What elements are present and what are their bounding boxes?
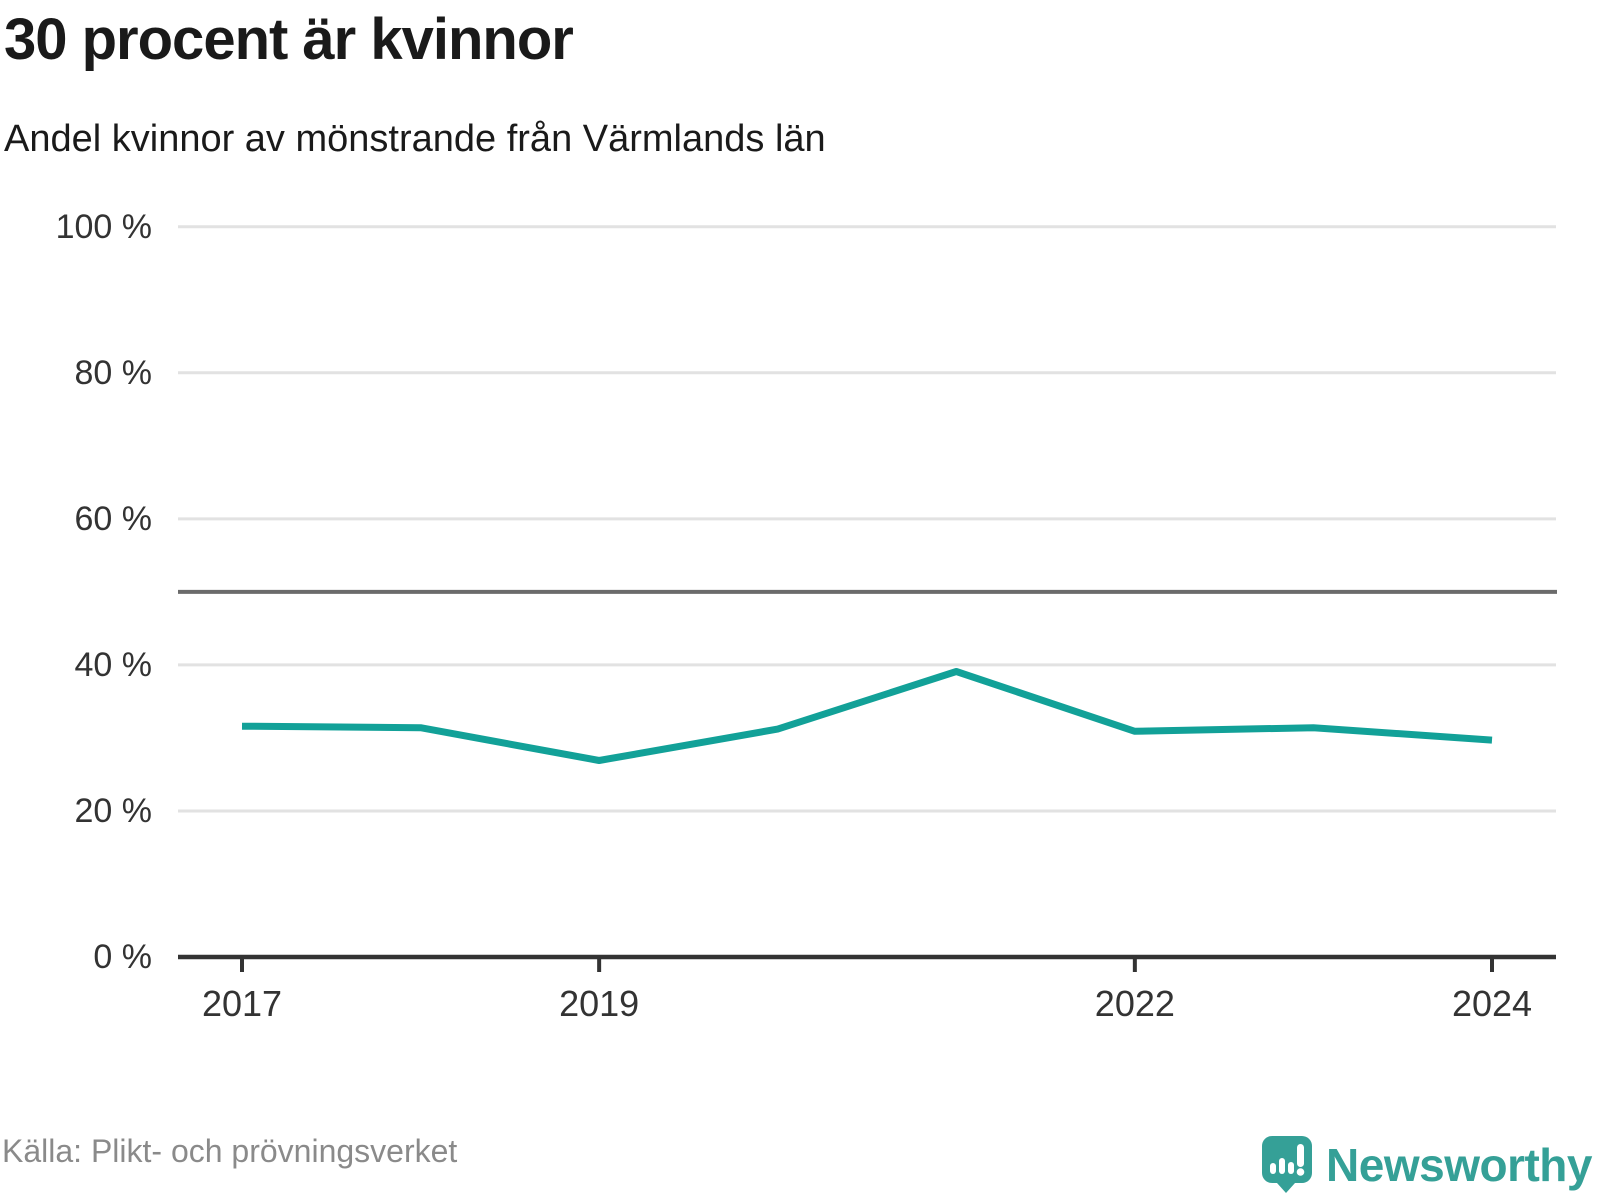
x-tick-label-2017: 2017: [201, 983, 283, 1024]
x-tick-label-2024: 2024: [1451, 983, 1533, 1024]
data-line-andel-kvinnor-av-mönstrande: [241, 668, 1493, 764]
brand-name: Newsworthy: [1326, 1139, 1592, 1191]
chart-title: 30 procent är kvinnor: [4, 7, 574, 72]
y-tick-label-0: 0 %: [93, 938, 152, 976]
newsworthy-icon: [1262, 1136, 1313, 1193]
y-tick-label-20: 20 %: [74, 791, 153, 830]
x-tick-label-2022: 2022: [1094, 983, 1175, 1024]
source-note: Källa: Plikt- och prövningsverket: [2, 1133, 458, 1169]
y-tick-label-100: 100 %: [55, 207, 152, 246]
chart-subtitle: Andel kvinnor av mönstrande från Värmlan…: [4, 118, 826, 160]
y-tick-label-40: 40 %: [74, 645, 153, 684]
y-tick-label-60: 60 %: [74, 499, 153, 538]
brand-logo: Newsworthy: [1262, 1136, 1592, 1194]
x-tick-label-2019: 2019: [559, 983, 640, 1024]
y-tick-label-80: 80 %: [74, 353, 153, 392]
